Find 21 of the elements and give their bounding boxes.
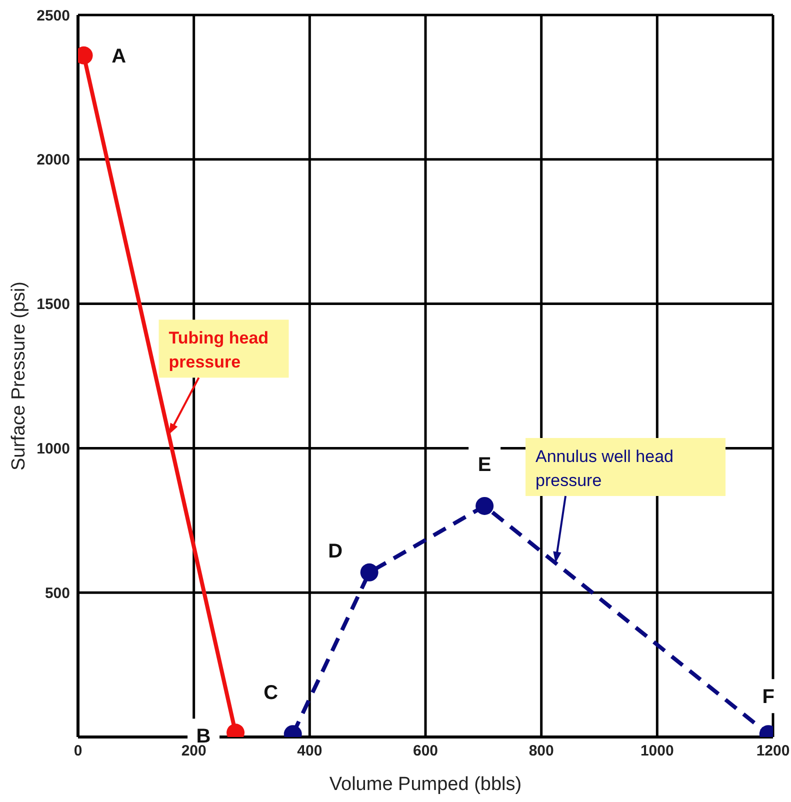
- x-axis-title: Volume Pumped (bbls): [329, 774, 522, 795]
- x-tick-label: 400: [297, 742, 322, 760]
- annotation: D: [328, 540, 343, 562]
- x-tick-label: 1000: [640, 742, 674, 760]
- y-tick-label: 1500: [36, 296, 70, 314]
- x-tick-label: 800: [528, 742, 554, 760]
- x-tick-label: 0: [74, 742, 82, 760]
- x-tick-label: 1200: [756, 742, 790, 760]
- text: Annulus well head pressure: [536, 447, 674, 490]
- point: [476, 496, 494, 515]
- y-tick-label: 2000: [36, 152, 70, 169]
- annotation: C: [264, 682, 278, 704]
- annotation: E: [478, 454, 492, 476]
- annotation: F: [762, 686, 774, 708]
- y-tick-label: 2500: [36, 7, 70, 24]
- y-tick-label: 500: [44, 584, 70, 602]
- y-tick-label: 1000: [36, 440, 70, 458]
- x-tick-label: 600: [412, 742, 438, 760]
- series-label: Tubing head pressure: [168, 328, 269, 372]
- y-axis-title: Surface Pressure (psi): [8, 281, 30, 471]
- annotation: A: [112, 45, 126, 68]
